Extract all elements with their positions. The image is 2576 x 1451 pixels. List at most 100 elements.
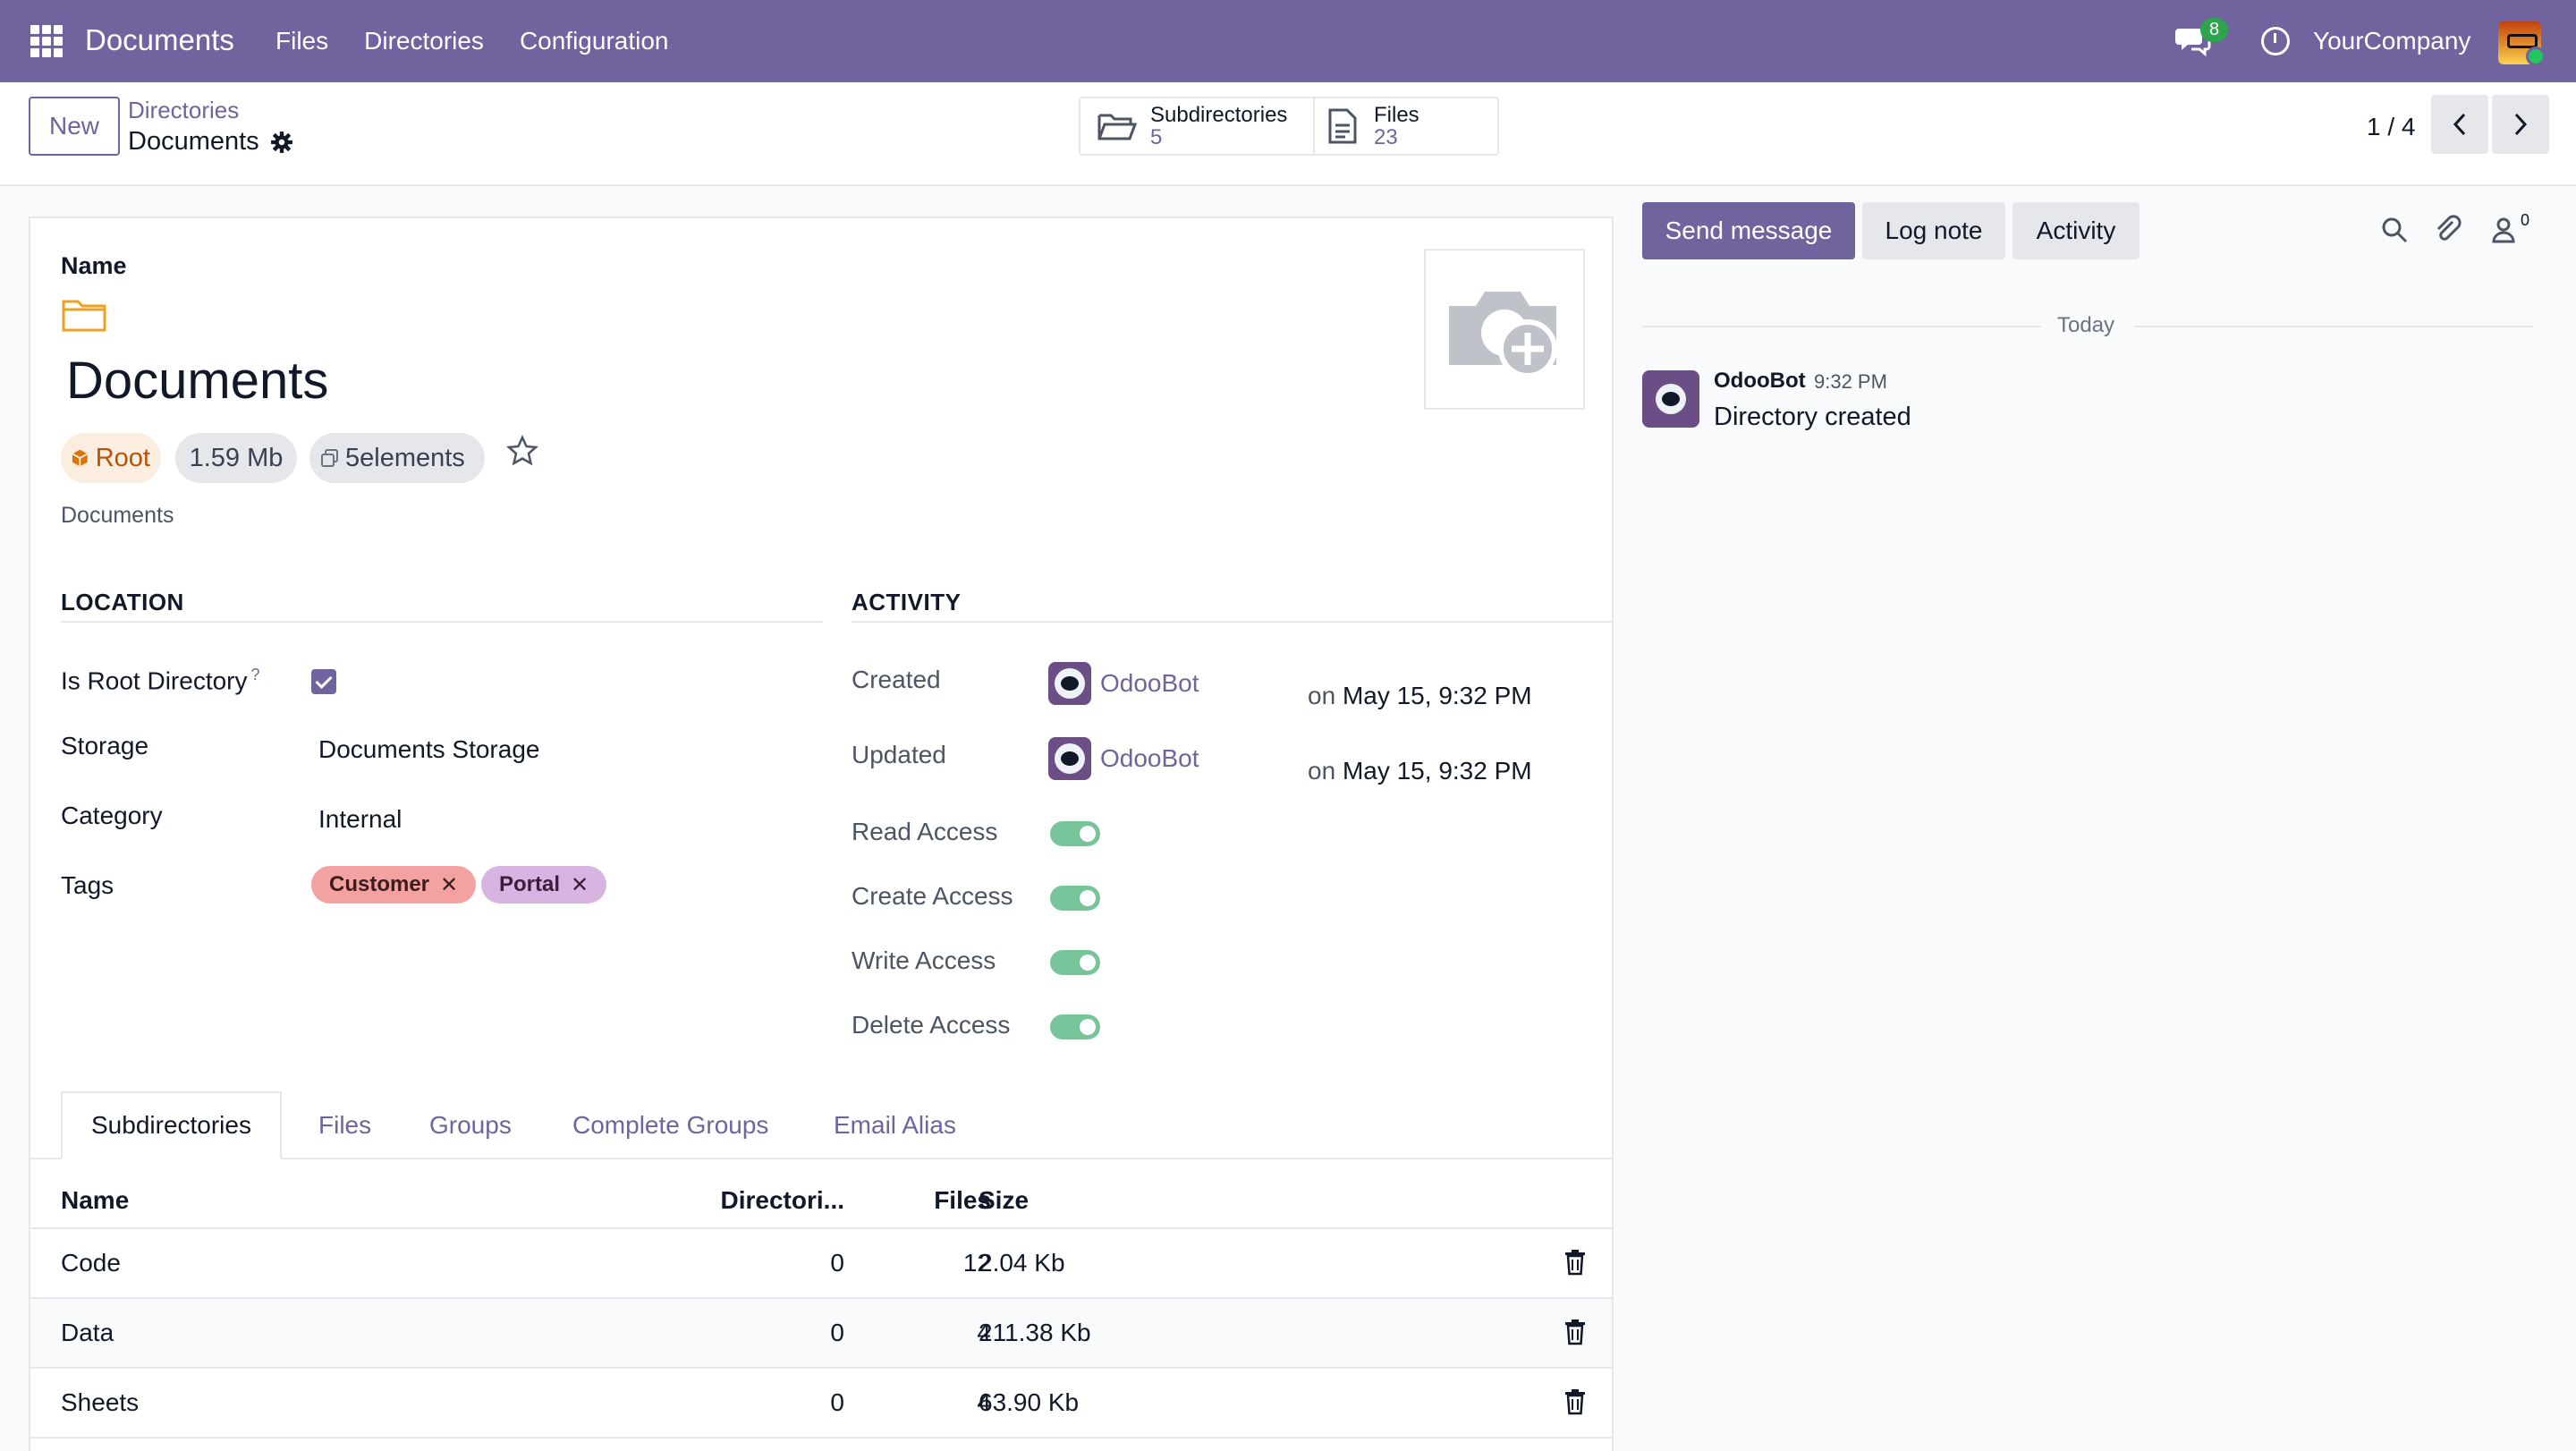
root-label: Root	[95, 443, 150, 472]
gear-icon[interactable]	[270, 131, 293, 154]
directory-path: Documents	[61, 503, 174, 528]
created-label: Created	[852, 666, 941, 693]
row-name: Code	[61, 1249, 121, 1277]
remove-tag-icon[interactable]: ✕	[571, 872, 589, 897]
storage-label: Storage	[61, 732, 149, 759]
table-row[interactable]: Data 0 4 211.38 Kb	[30, 1299, 1612, 1367]
folder-open-icon	[1097, 114, 1138, 140]
row-size: 2.04 Kb	[979, 1249, 1065, 1277]
delete-access-toggle[interactable]	[1050, 1014, 1100, 1039]
created-by-link[interactable]: OdooBot	[1100, 669, 1199, 697]
table-row[interactable]: Code 0 12 2.04 Kb	[30, 1229, 1612, 1297]
root-badge: Root	[61, 433, 161, 483]
updated-label: Updated	[852, 741, 946, 768]
is-root-label: Is Root Directory?	[61, 666, 260, 695]
row-directories: 0	[830, 1249, 844, 1277]
subdirectories-label: Subdirectories	[1150, 103, 1288, 127]
app-brand[interactable]: Documents	[85, 23, 234, 56]
updated-on-prefix: on	[1308, 757, 1336, 785]
row-files: 12	[962, 1249, 991, 1277]
help-tooltip[interactable]: ?	[250, 666, 260, 683]
tab-groups[interactable]: Groups	[429, 1111, 512, 1139]
menu-item-configuration[interactable]: Configuration	[519, 27, 669, 55]
tag-label: Customer	[329, 872, 430, 896]
created-date: May 15, 9:32 PM	[1342, 682, 1532, 709]
row-size: 211.38 Kb	[979, 1319, 1091, 1346]
is-root-checkbox[interactable]	[311, 669, 336, 694]
subdirectories-smart-button[interactable]: Subdirectories 5	[1097, 98, 1287, 154]
size-badge: 1.59 Mb	[175, 433, 297, 483]
column-files[interactable]: Files	[934, 1186, 991, 1214]
online-status-dot	[2526, 47, 2546, 66]
tab-subdirectories[interactable]: Subdirectories	[61, 1091, 282, 1159]
updated-by-link[interactable]: OdooBot	[1100, 744, 1199, 772]
files-smart-button[interactable]: Files 23	[1327, 98, 1419, 154]
delete-access-label: Delete Access	[852, 1011, 1011, 1039]
message-author-avatar[interactable]	[1642, 370, 1699, 428]
star-icon[interactable]	[506, 435, 538, 467]
cube-icon	[72, 449, 89, 467]
breadcrumb-parent[interactable]: Directories	[128, 97, 240, 123]
header-divider	[30, 1227, 1612, 1229]
menu-item-directories[interactable]: Directories	[364, 27, 484, 55]
updated-date: May 15, 9:32 PM	[1342, 757, 1532, 785]
activity-clock-icon[interactable]	[2261, 27, 2290, 55]
tag-customer[interactable]: Customer ✕	[311, 866, 477, 904]
category-label: Category	[61, 802, 163, 829]
menu-item-files[interactable]: Files	[275, 27, 329, 55]
column-name[interactable]: Name	[61, 1186, 130, 1214]
remove-tag-icon[interactable]: ✕	[440, 872, 459, 897]
pager-previous-button[interactable]	[2431, 95, 2488, 154]
date-separator-line	[2134, 326, 2533, 327]
control-panel: New Directories Documents Subdirectories…	[0, 82, 2576, 186]
row-divider	[30, 1297, 1612, 1299]
record-title[interactable]: Documents	[66, 352, 329, 410]
create-access-toggle[interactable]	[1050, 886, 1100, 911]
row-directories: 0	[830, 1319, 844, 1346]
read-access-toggle[interactable]	[1050, 821, 1100, 846]
activity-button[interactable]: Activity	[2012, 202, 2140, 259]
paperclip-icon[interactable]	[2433, 215, 2463, 245]
date-separator: Today	[2057, 313, 2115, 337]
tab-complete-groups[interactable]: Complete Groups	[572, 1111, 769, 1139]
write-access-toggle[interactable]	[1050, 950, 1100, 975]
log-note-button[interactable]: Log note	[1862, 202, 2005, 259]
category-value[interactable]: Internal	[318, 805, 402, 833]
row-files: 4	[977, 1319, 991, 1346]
odoobot-avatar	[1048, 662, 1091, 705]
trash-icon[interactable]	[1563, 1388, 1587, 1415]
tab-files[interactable]: Files	[318, 1111, 372, 1139]
row-name: Sheets	[61, 1388, 140, 1416]
tag-portal[interactable]: Portal ✕	[481, 866, 607, 904]
image-upload[interactable]	[1424, 249, 1585, 410]
files-label: Files	[1374, 103, 1419, 127]
elements-badge[interactable]: 5 elements	[309, 433, 485, 483]
messages-badge: 8	[2200, 18, 2229, 42]
folder-icon	[62, 300, 106, 332]
odoobot-avatar	[1048, 737, 1091, 780]
table-row[interactable]: Sheets 0 4 63.90 Kb	[30, 1369, 1612, 1437]
storage-value[interactable]: Documents Storage	[318, 735, 540, 763]
smart-divider	[1313, 98, 1315, 154]
new-button[interactable]: New	[29, 97, 120, 156]
followers-icon[interactable]	[2488, 215, 2519, 245]
chevron-left-icon	[2453, 113, 2466, 136]
trash-icon[interactable]	[1563, 1319, 1587, 1345]
created-on-prefix: on	[1308, 682, 1336, 709]
updated-on: on May 15, 9:32 PM	[1308, 757, 1532, 785]
company-switcher[interactable]: YourCompany	[2313, 27, 2471, 55]
tab-email-alias[interactable]: Email Alias	[834, 1111, 956, 1139]
pager-next-button[interactable]	[2492, 95, 2549, 154]
pager-value[interactable]: 1 / 4	[2367, 113, 2416, 140]
copy-icon	[321, 449, 338, 467]
column-size[interactable]: Size	[979, 1186, 1030, 1214]
trash-icon[interactable]	[1563, 1249, 1587, 1276]
row-directories: 0	[830, 1388, 844, 1416]
apps-grid-icon[interactable]	[30, 25, 63, 57]
elements-label: elements	[360, 443, 465, 472]
send-message-button[interactable]: Send message	[1642, 202, 1855, 259]
column-directories[interactable]: Directori...	[720, 1186, 844, 1214]
search-icon[interactable]	[2379, 215, 2410, 245]
breadcrumb-current: Documents	[128, 127, 259, 156]
message-author[interactable]: OdooBot	[1714, 369, 1806, 393]
